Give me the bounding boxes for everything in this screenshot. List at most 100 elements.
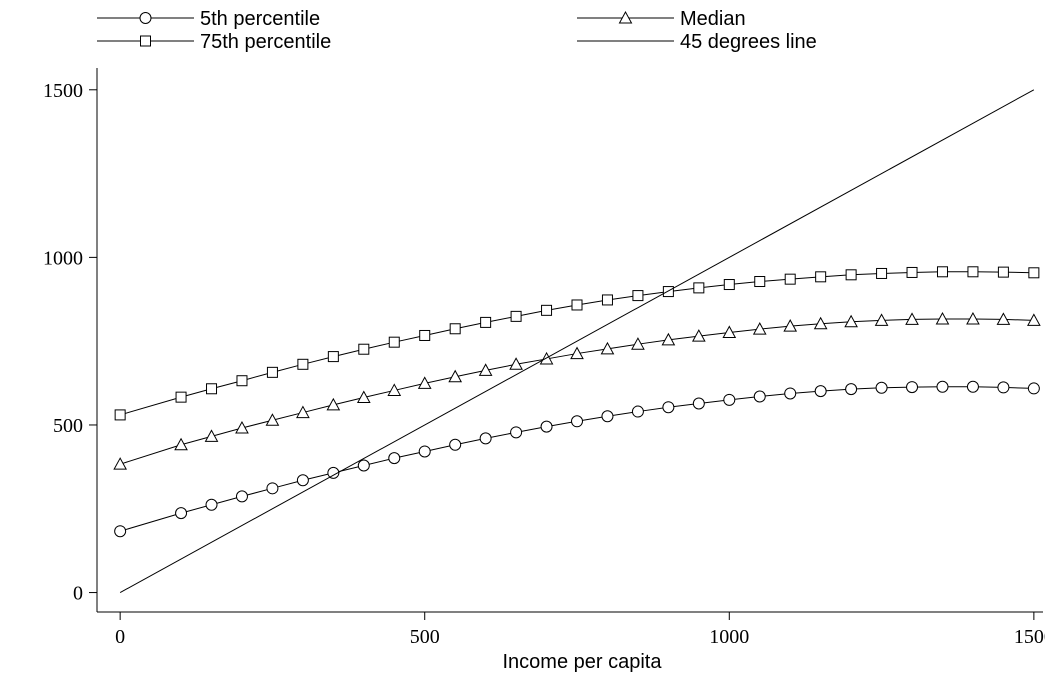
data-point-75th-percentile	[297, 358, 309, 370]
data-point-75th-percentile	[906, 266, 918, 278]
data-point-75th-percentile	[541, 304, 553, 316]
x-tick-label: 500	[410, 626, 440, 648]
data-point-5th-percentile	[1027, 382, 1040, 395]
y-tick-label: 1000	[43, 247, 83, 269]
series-layer	[113, 89, 1041, 593]
data-point-5th-percentile	[875, 381, 888, 394]
data-point-median	[509, 357, 523, 370]
data-point-75th-percentile	[327, 351, 339, 363]
y-tick-label: 500	[53, 415, 83, 437]
data-point-75th-percentile	[936, 266, 948, 278]
data-point-75th-percentile	[114, 409, 126, 421]
data-point-5th-percentile	[814, 385, 827, 398]
data-point-5th-percentile	[266, 482, 279, 495]
x-tick-label: 1500	[1014, 626, 1045, 648]
data-point-75th-percentile	[358, 343, 370, 355]
series-5th-percentile	[114, 380, 1040, 538]
data-point-75th-percentile	[845, 269, 857, 281]
legend-label-5th-percentile: 5th percentile	[200, 8, 320, 30]
data-point-75th-percentile	[601, 294, 613, 306]
x-axis-title: Income per capita	[503, 651, 663, 673]
data-point-5th-percentile	[753, 390, 766, 403]
series-median	[113, 312, 1041, 470]
data-point-median	[387, 383, 402, 396]
data-point-75th-percentile	[388, 336, 400, 348]
data-point-median	[417, 376, 432, 389]
legend-marker-5th-percentile	[139, 12, 152, 24]
data-point-median	[600, 341, 615, 355]
data-point-5th-percentile	[357, 459, 370, 472]
data-point-75th-percentile	[784, 273, 796, 285]
data-point-5th-percentile	[936, 380, 949, 393]
data-point-5th-percentile	[571, 415, 584, 428]
data-point-median	[265, 413, 280, 426]
legend-label-75th-percentile: 75th percentile	[200, 31, 331, 53]
y-tick-label: 1500	[43, 80, 83, 102]
data-point-75th-percentile	[266, 366, 278, 378]
x-tick-label: 0	[115, 626, 125, 648]
data-point-median	[174, 437, 188, 451]
series-line-median	[119, 318, 1034, 465]
data-point-median	[966, 312, 980, 325]
data-point-median	[935, 312, 950, 325]
legend-item-75th-percentile: 75th percentile	[97, 31, 331, 53]
data-point-5th-percentile	[784, 387, 797, 400]
data-point-5th-percentile	[388, 452, 401, 465]
data-point-75th-percentile	[815, 271, 827, 283]
data-point-75th-percentile	[723, 279, 735, 291]
data-point-75th-percentile	[693, 282, 705, 294]
data-point-5th-percentile	[906, 381, 919, 394]
data-point-5th-percentile	[966, 380, 979, 393]
data-point-5th-percentile	[205, 498, 218, 511]
data-point-median	[204, 429, 219, 442]
legend-label-45-degrees-line: 45 degrees line	[680, 31, 817, 53]
series-45-degrees-line	[119, 89, 1035, 593]
data-point-5th-percentile	[723, 393, 736, 406]
data-point-5th-percentile	[114, 525, 127, 538]
series-75th-percentile	[114, 266, 1040, 421]
series-line-5th-percentile	[120, 386, 1034, 532]
data-point-median	[844, 314, 858, 328]
legend-label-median: Median	[680, 8, 746, 30]
data-point-5th-percentile	[479, 432, 492, 445]
data-point-5th-percentile	[997, 381, 1010, 394]
data-point-median	[235, 420, 249, 434]
data-point-median	[722, 325, 737, 338]
data-point-75th-percentile	[662, 286, 674, 298]
data-point-5th-percentile	[449, 438, 462, 451]
data-point-median	[691, 329, 706, 342]
data-point-75th-percentile	[175, 391, 187, 403]
data-point-5th-percentile	[327, 466, 340, 479]
y-tick-label: 0	[73, 583, 83, 605]
data-point-75th-percentile	[997, 266, 1009, 278]
data-point-75th-percentile	[449, 323, 461, 335]
x-tick-label: 1000	[709, 626, 749, 648]
data-point-median	[996, 312, 1011, 325]
data-point-median	[752, 322, 767, 335]
data-point-5th-percentile	[175, 507, 188, 520]
data-point-75th-percentile	[419, 329, 431, 341]
data-point-75th-percentile	[876, 267, 888, 279]
data-point-75th-percentile	[967, 266, 979, 278]
data-point-75th-percentile	[206, 383, 218, 395]
data-point-75th-percentile	[1028, 267, 1040, 279]
legend-item-45-degrees-line: 45 degrees line	[577, 31, 817, 53]
legend-marker-median	[618, 10, 633, 24]
legend-marker-75th-percentile	[140, 35, 151, 47]
data-point-median	[905, 312, 919, 325]
data-point-median	[1027, 313, 1041, 326]
data-point-75th-percentile	[510, 310, 522, 322]
data-point-5th-percentile	[601, 410, 614, 423]
data-point-5th-percentile	[235, 490, 248, 503]
data-point-median	[661, 332, 676, 346]
data-point-median	[113, 457, 127, 470]
legend-item-median: Median	[577, 8, 746, 30]
data-point-5th-percentile	[510, 426, 523, 439]
data-point-75th-percentile	[754, 276, 766, 288]
data-point-75th-percentile	[632, 290, 644, 302]
data-point-median	[326, 397, 341, 411]
legend-item-5th-percentile: 5th percentile	[97, 8, 320, 30]
data-point-5th-percentile	[631, 405, 644, 418]
data-point-median	[783, 319, 798, 332]
